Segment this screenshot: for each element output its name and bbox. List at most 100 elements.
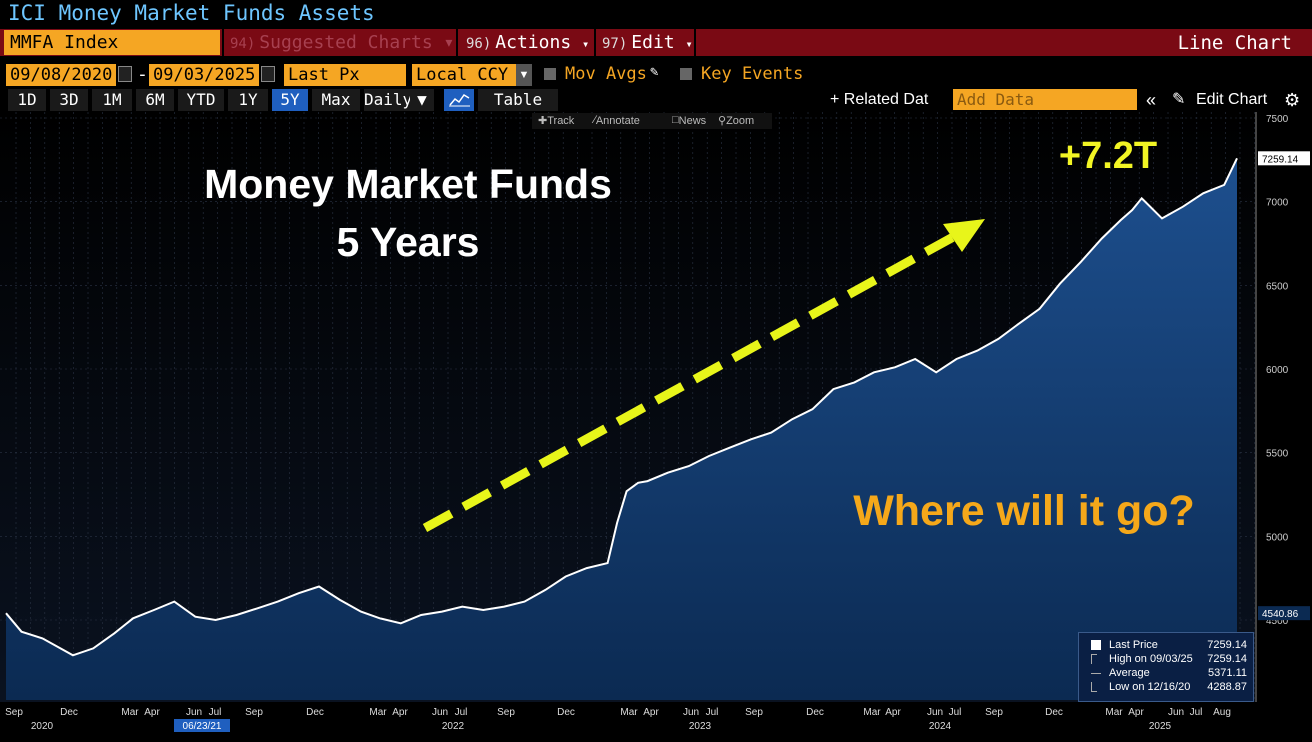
calendar-icon[interactable] bbox=[118, 66, 132, 82]
y-tick-label: 4500 bbox=[1266, 616, 1289, 627]
average-marker-icon bbox=[1091, 673, 1101, 674]
suggested-charts-menu[interactable]: 94) Suggested Charts ▾ bbox=[230, 32, 454, 53]
price-field-select[interactable]: Last Px bbox=[284, 64, 406, 86]
last-value-marker-bg bbox=[1258, 151, 1310, 166]
track-label: Track bbox=[547, 115, 575, 127]
tab-1m[interactable]: 1M bbox=[92, 89, 132, 111]
last-price-swatch bbox=[1091, 640, 1101, 650]
chevron-down-icon[interactable]: ▼ bbox=[410, 89, 434, 111]
x-month-label: Apr bbox=[885, 707, 901, 718]
edit-menu[interactable]: 97) Edit ▾ bbox=[602, 32, 693, 53]
first-value-marker-bg bbox=[1258, 606, 1310, 621]
command-bar: MMFA Index 94) Suggested Charts ▾ 96) Acti… bbox=[0, 29, 1312, 56]
y-tick-label: 6000 bbox=[1266, 365, 1289, 376]
mov-avgs-label[interactable]: Mov Avgs bbox=[565, 64, 647, 84]
tab-5y[interactable]: 5Y bbox=[272, 89, 308, 111]
end-date-field[interactable]: 09/03/2025 bbox=[149, 64, 259, 86]
start-date-field[interactable]: 09/08/2020 bbox=[6, 64, 116, 86]
pencil-icon[interactable]: ✎ bbox=[650, 64, 659, 80]
zoom-tool[interactable]: ⚲ Zoom bbox=[718, 115, 755, 127]
calendar-icon[interactable] bbox=[261, 66, 275, 82]
annotate-tool[interactable]: ∕ Annotate bbox=[594, 114, 640, 127]
legend-low: Low on 12/16/20 4288.87 bbox=[1087, 681, 1251, 695]
currency-select[interactable]: Local CCY bbox=[412, 64, 516, 86]
gear-icon[interactable]: ⚙ bbox=[1284, 90, 1301, 110]
zoom-label: Zoom bbox=[726, 115, 755, 127]
last-value-marker-text: 7259.14 bbox=[1262, 154, 1299, 165]
x-year-label: 2025 bbox=[1149, 721, 1172, 732]
x-month-label: Mar bbox=[863, 707, 881, 718]
chevron-down-icon: ▾ bbox=[582, 37, 590, 51]
trend-arrow bbox=[422, 219, 985, 532]
average-value: 5371.11 bbox=[1208, 667, 1247, 679]
actions-menu[interactable]: 96) Actions ▾ bbox=[466, 32, 589, 53]
y-tick-label: 5000 bbox=[1266, 532, 1289, 543]
track-tool[interactable]: ✚ Track bbox=[538, 115, 575, 127]
ticker-input[interactable]: MMFA Index bbox=[4, 30, 220, 55]
average-label: Average bbox=[1109, 667, 1150, 679]
related-data-button[interactable]: + Related Dat bbox=[830, 91, 929, 108]
x-month-label: Dec bbox=[557, 707, 575, 718]
high-label: High on 09/03/25 bbox=[1109, 653, 1193, 665]
x-year-label: 2024 bbox=[929, 721, 952, 732]
tab-3d[interactable]: 3D bbox=[50, 89, 88, 111]
x-month-label: Sep bbox=[745, 707, 763, 718]
series-line bbox=[5, 157, 1238, 657]
highlight-date-label: 06/23/21 bbox=[183, 721, 222, 732]
news-tool[interactable]: □ News bbox=[672, 114, 707, 127]
tab-1d[interactable]: 1D bbox=[8, 89, 46, 111]
x-month-label: Jun bbox=[927, 707, 943, 718]
first-value-marker-text: 4540.86 bbox=[1262, 609, 1299, 620]
tab-6m[interactable]: 6M bbox=[136, 89, 174, 111]
y-tick-label: 7500 bbox=[1266, 114, 1289, 125]
menu-divider bbox=[694, 29, 696, 56]
menu-divider bbox=[594, 29, 596, 56]
title-bar: ICI Money Market Funds Assets bbox=[0, 0, 1312, 28]
actions-number: 96) bbox=[466, 36, 492, 52]
x-month-label: Jul bbox=[1190, 707, 1203, 718]
chart-type-label: Line Chart bbox=[1177, 32, 1292, 54]
x-month-label: Apr bbox=[144, 707, 160, 718]
last-price-value: 7259.14 bbox=[1207, 639, 1247, 651]
add-data-input[interactable]: Add Data bbox=[953, 89, 1137, 110]
table-tab[interactable]: Table bbox=[478, 89, 558, 111]
x-month-label: Jul bbox=[706, 707, 719, 718]
y-tick-label: 7000 bbox=[1266, 198, 1289, 209]
x-month-label: Sep bbox=[5, 707, 23, 718]
x-month-label: Mar bbox=[1105, 707, 1123, 718]
low-value: 4288.87 bbox=[1207, 681, 1247, 693]
chart-area[interactable]: 4500 5000 5500 6000 6500 7000 7500 7259.14 4540.… bbox=[0, 112, 1312, 742]
x-month-label: Mar bbox=[620, 707, 638, 718]
chevron-down-icon: ▾ bbox=[443, 32, 455, 53]
line-chart-icon[interactable] bbox=[444, 89, 474, 111]
suggested-charts-number: 94) bbox=[230, 36, 256, 52]
x-month-label: Jun bbox=[186, 707, 202, 718]
x-month-label: Sep bbox=[497, 707, 515, 718]
key-events-checkbox[interactable] bbox=[680, 68, 692, 80]
x-month-label: Apr bbox=[1128, 707, 1144, 718]
highlight-date-bg bbox=[174, 719, 230, 732]
legend-last-price: Last Price 7259.14 bbox=[1087, 639, 1251, 653]
x-month-label: Dec bbox=[60, 707, 78, 718]
tab-ytd[interactable]: YTD bbox=[178, 89, 224, 111]
edit-number: 97) bbox=[602, 36, 628, 52]
x-month-label: Sep bbox=[985, 707, 1003, 718]
collapse-icon[interactable]: « bbox=[1146, 90, 1157, 110]
area-fill bbox=[6, 158, 1237, 701]
x-month-label: Jun bbox=[683, 707, 699, 718]
mov-avgs-checkbox[interactable] bbox=[544, 68, 556, 80]
pencil-icon[interactable]: ✎ bbox=[1172, 91, 1186, 108]
x-month-label: Mar bbox=[121, 707, 139, 718]
range-dash: - bbox=[137, 64, 148, 85]
edit-chart-button[interactable]: Edit Chart bbox=[1196, 91, 1268, 108]
tab-1y[interactable]: 1Y bbox=[228, 89, 268, 111]
first-value-marker: 4540.86 bbox=[1258, 606, 1310, 621]
x-month-label: Dec bbox=[806, 707, 824, 718]
stats-legend: Last Price 7259.14 High on 09/03/25 7259… bbox=[1078, 632, 1254, 702]
chevron-down-icon[interactable]: ▼ bbox=[516, 64, 532, 86]
frequency-select[interactable]: Daily bbox=[364, 89, 413, 111]
x-year-label: 2023 bbox=[689, 721, 712, 732]
chart-tools: ✚ Track ∕ Annotate □ News ⚲ Zoom bbox=[532, 113, 772, 129]
tab-max[interactable]: Max bbox=[312, 89, 360, 111]
key-events-label[interactable]: Key Events bbox=[701, 64, 804, 84]
